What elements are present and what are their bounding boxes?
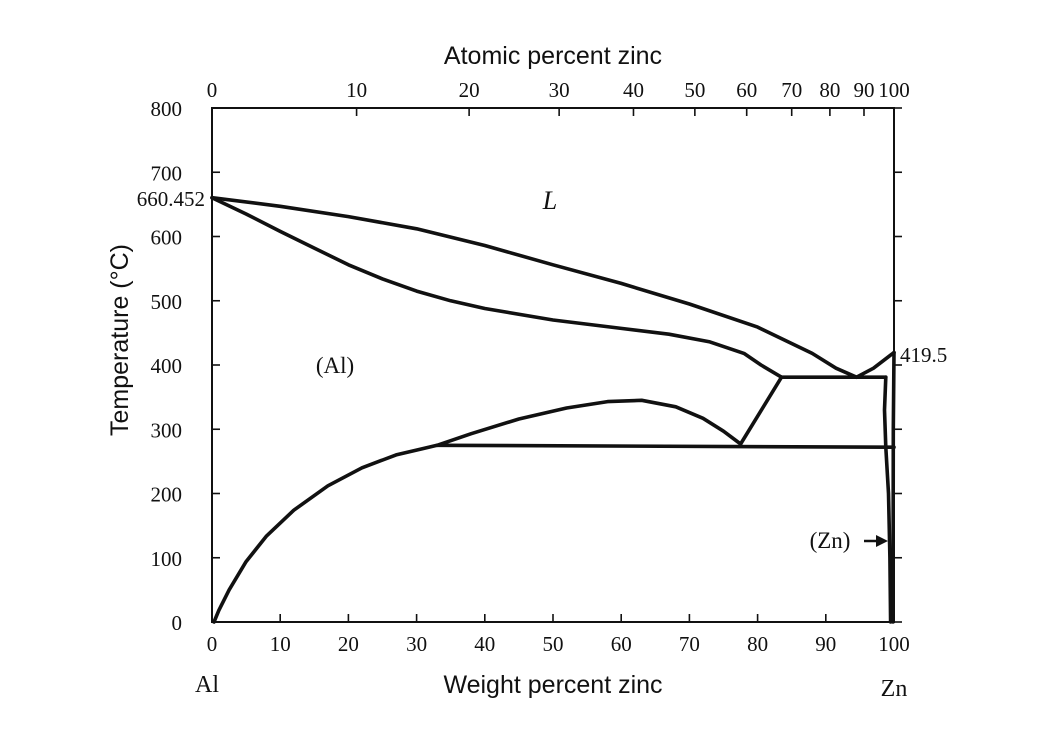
phase-boundary-5 xyxy=(738,375,784,446)
top-tick-label: 50 xyxy=(684,78,705,102)
x-axis-title: Weight percent zinc xyxy=(443,671,662,699)
y-tick-label: 300 xyxy=(151,418,183,442)
top-tick-label: 100 xyxy=(878,78,910,102)
x-tick-label: 40 xyxy=(474,632,495,656)
top-axis-title: Atomic percent zinc xyxy=(444,42,662,70)
top-tick-label: 90 xyxy=(853,78,874,102)
x-tick-label: 0 xyxy=(207,632,218,656)
phase-boundary-8 xyxy=(854,350,896,379)
zn-melting-point-label: 419.5 xyxy=(900,343,947,367)
top-tick-label: 70 xyxy=(781,78,802,102)
x-tick-label: 100 xyxy=(878,632,910,656)
y-axis-title: Temperature (°C) xyxy=(106,244,134,436)
al-endpoint-label: Al xyxy=(195,672,219,698)
x-tick-label: 90 xyxy=(815,632,836,656)
phase-boundary-3 xyxy=(212,443,439,624)
top-tick-label: 0 xyxy=(207,78,218,102)
al-phase-label: (Al) xyxy=(316,353,354,378)
y-tick-label: 700 xyxy=(151,161,183,185)
y-tick-label: 600 xyxy=(151,226,183,250)
x-tick-label: 30 xyxy=(406,632,427,656)
phase-boundary-4 xyxy=(435,398,743,448)
zn-phase-arrow xyxy=(864,535,888,547)
top-tick-label: 60 xyxy=(736,78,757,102)
x-tick-label: 20 xyxy=(338,632,359,656)
top-tick-label: 40 xyxy=(623,78,644,102)
zn-endpoint-label: Zn xyxy=(881,676,908,702)
zn-phase-label: (Zn) xyxy=(810,528,851,553)
y-tick-label: 400 xyxy=(151,354,183,378)
top-tick-label: 10 xyxy=(346,78,367,102)
phase-boundary-6 xyxy=(435,443,896,449)
x-tick-label: 10 xyxy=(270,632,291,656)
x-tick-label: 80 xyxy=(747,632,768,656)
axis-ticks: 0 10 20 30 40 50 60 70 80 90 100010020030040050060… xyxy=(151,78,910,656)
y-tick-label: 0 xyxy=(172,611,183,635)
al-melting-point-label: 660.452 xyxy=(137,187,205,211)
x-tick-label: 70 xyxy=(679,632,700,656)
x-tick-label: 50 xyxy=(543,632,564,656)
phase-boundary-1 xyxy=(210,195,859,379)
y-tick-label: 100 xyxy=(151,547,183,571)
top-tick-label: 20 xyxy=(459,78,480,102)
y-tick-label: 200 xyxy=(151,483,183,507)
top-tick-label: 80 xyxy=(819,78,840,102)
y-tick-label: 500 xyxy=(151,290,183,314)
top-tick-label: 30 xyxy=(549,78,570,102)
x-tick-label: 60 xyxy=(611,632,632,656)
liquid-region-label: L xyxy=(542,186,557,215)
y-tick-label: 800 xyxy=(151,97,183,121)
phase-boundary-9 xyxy=(882,375,893,624)
phase-boundary-2 xyxy=(210,195,784,379)
